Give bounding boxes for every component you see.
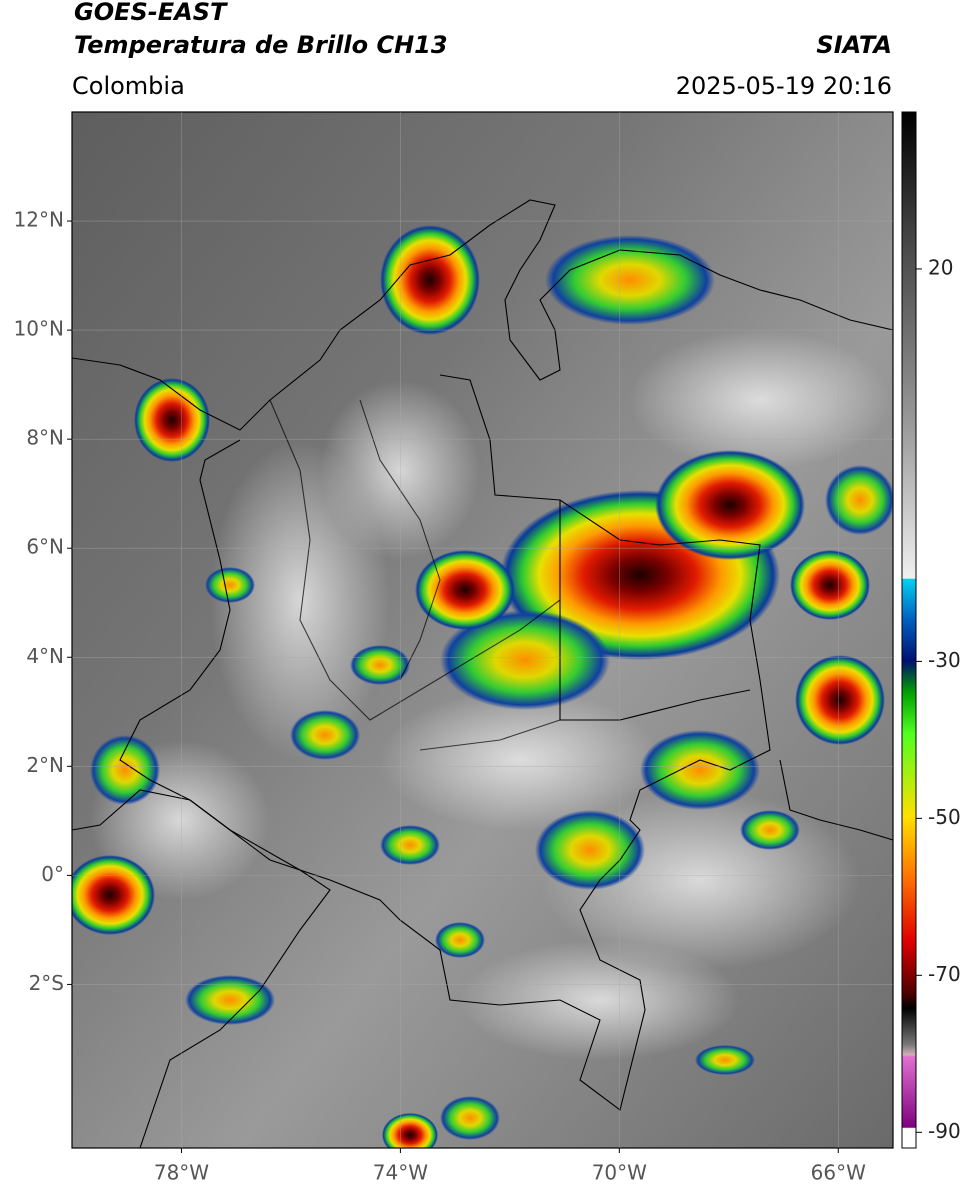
lat-tick-label: 4°N [26,644,64,668]
source: SIATA [816,31,892,59]
lat-tick-label: 0° [41,862,64,886]
subtitle: Temperatura de Brillo CH13 [74,31,448,59]
region: Colombia [72,72,185,100]
lat-tick-label: 10°N [14,317,64,341]
colorbar-tick-label: -30 [928,648,961,672]
lat-tick-label: 2°S [29,971,64,995]
datetime: 2025-05-19 20:16 [676,72,892,100]
colorbar [901,111,917,1149]
title: GOES-EAST [74,0,228,26]
lat-tick-label: 2°N [26,753,64,777]
lon-tick-label: 78°W [154,1161,209,1185]
lat-tick-label: 6°N [26,535,64,559]
lon-tick-label: 74°W [373,1161,428,1185]
satellite-image [72,112,893,1148]
lat-tick-label: 8°N [26,426,64,450]
colorbar-tick-label: -90 [928,1119,961,1143]
colorbar-tick-label: -50 [928,805,961,829]
lon-tick-label: 70°W [592,1161,647,1185]
map-frame [71,111,894,1149]
lat-tick-label: 12°N [14,208,64,232]
colorbar-tick-label: -70 [928,962,961,986]
lon-tick-label: 66°W [811,1161,866,1185]
colorbar-tick-label: 20 [928,255,953,279]
